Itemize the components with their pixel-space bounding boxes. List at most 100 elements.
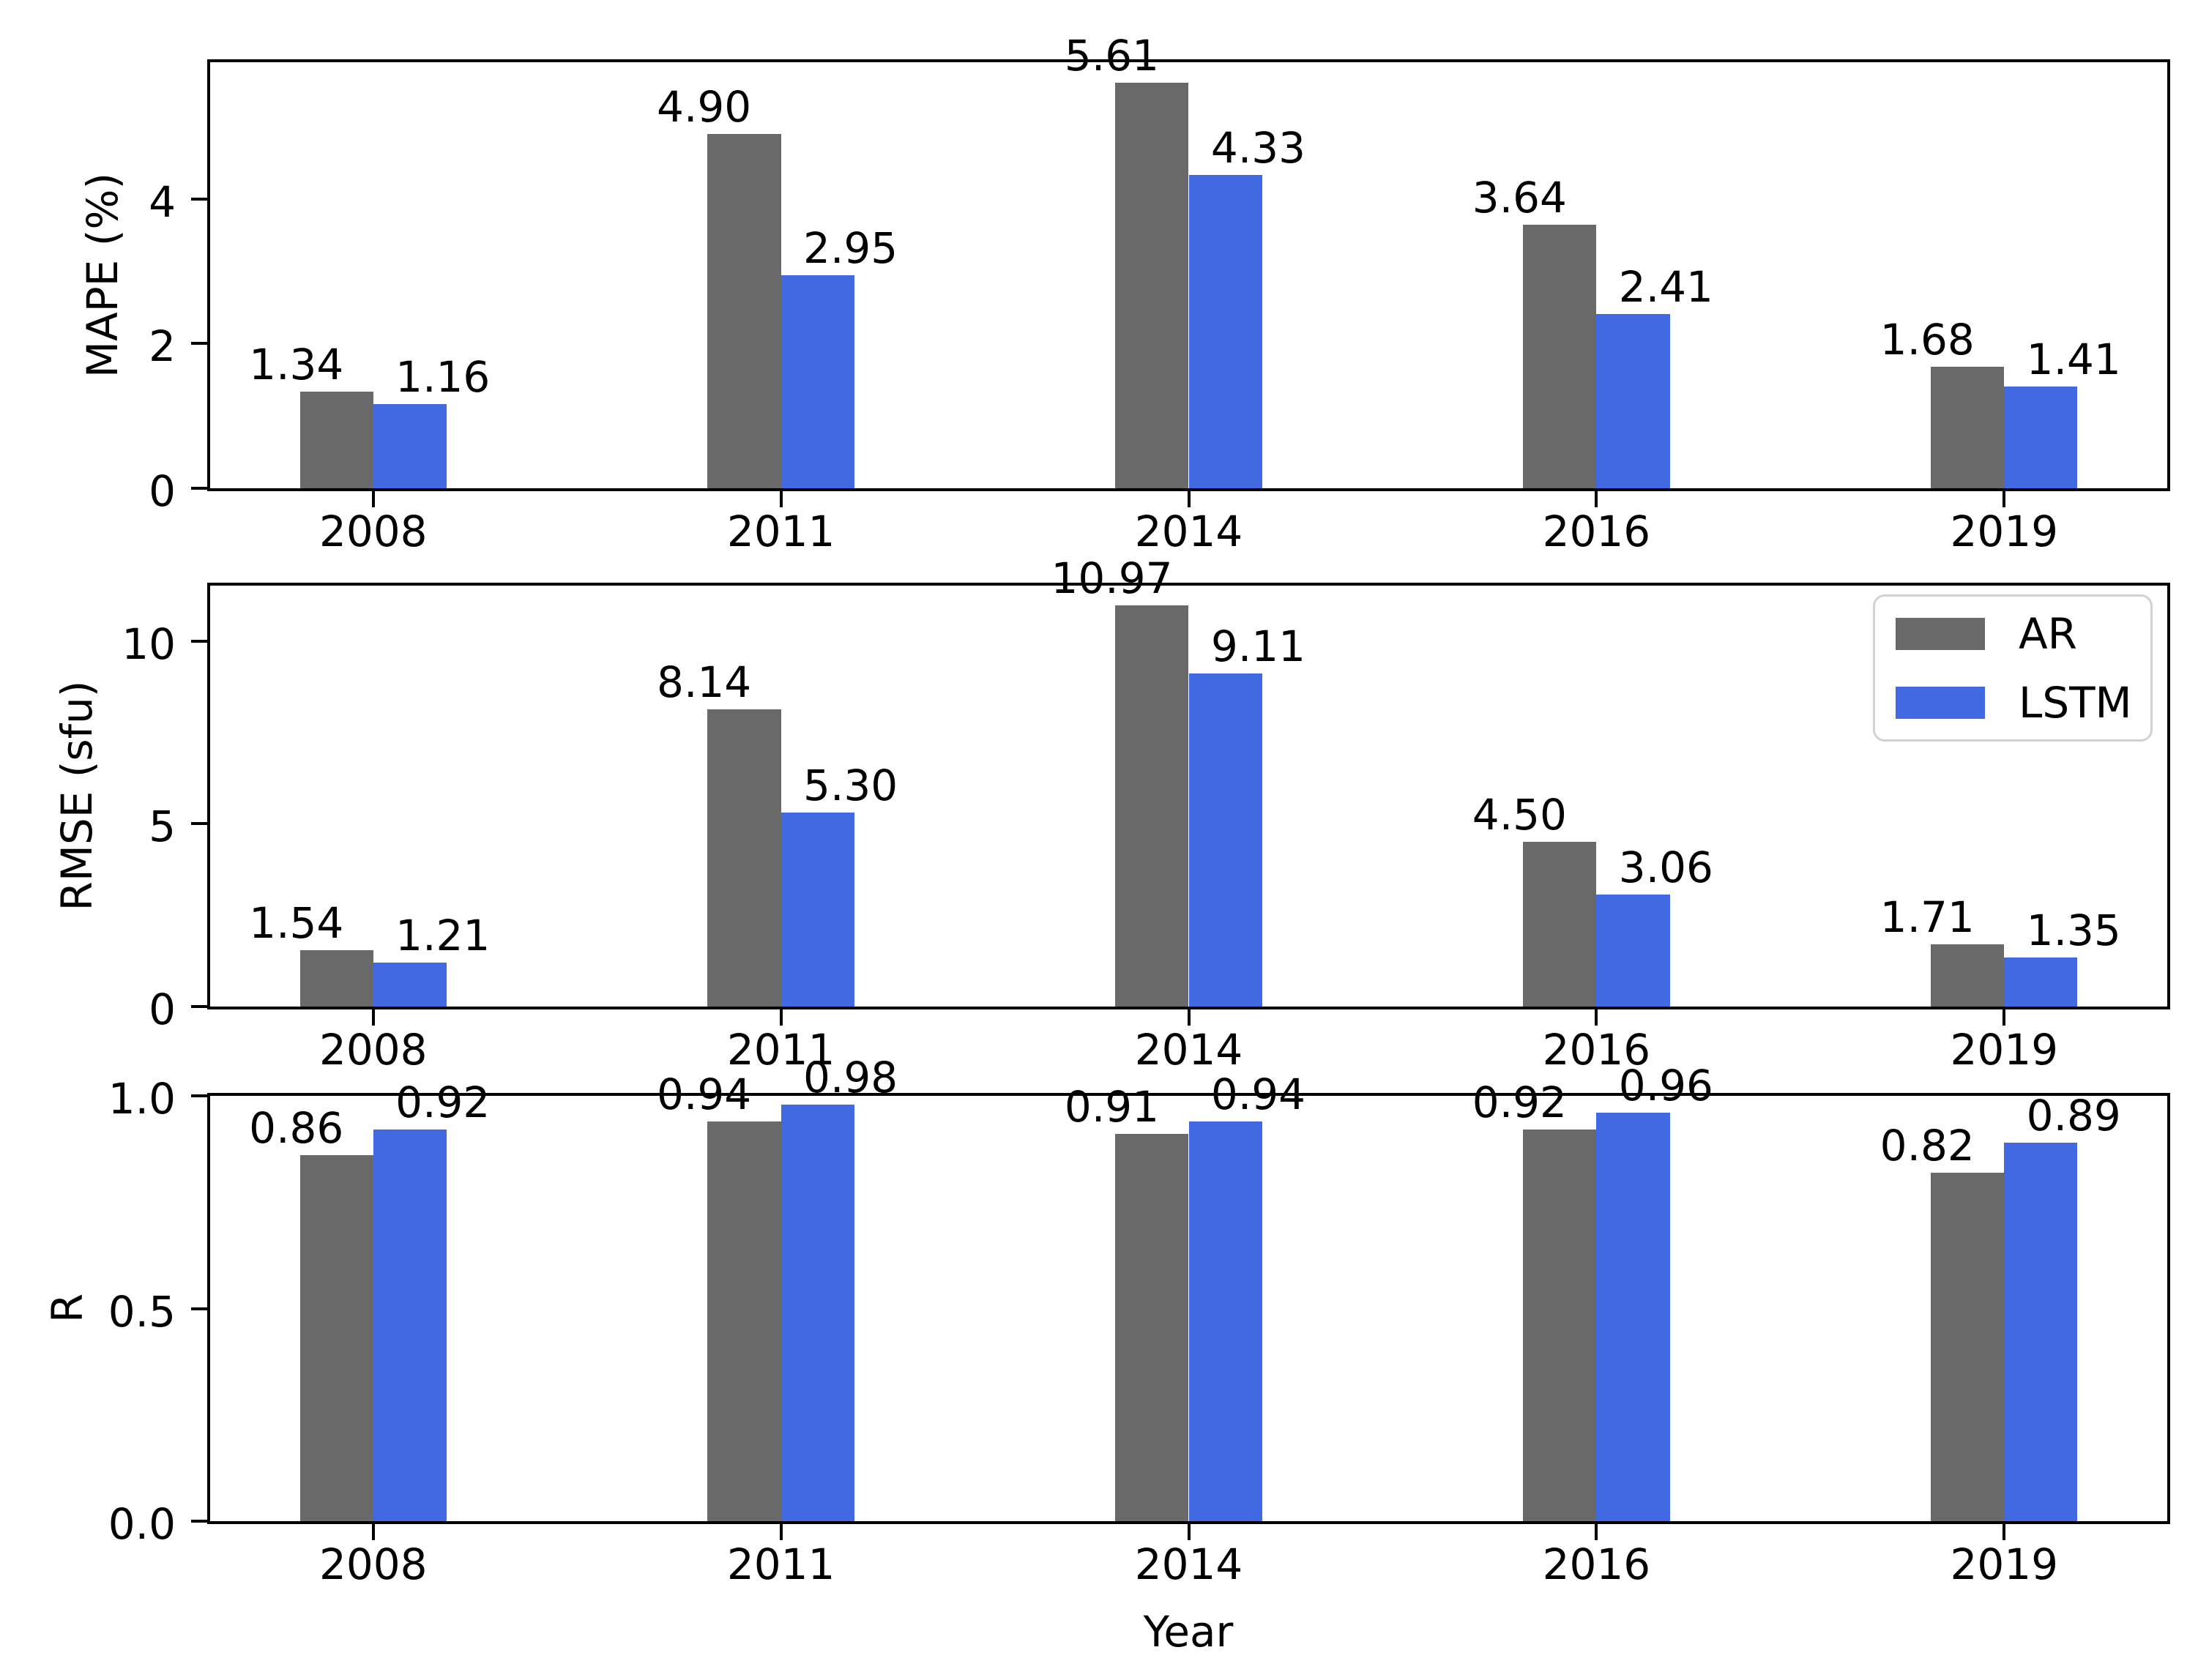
x-tick-mark bbox=[1187, 1524, 1191, 1540]
bar-lstm-2008 bbox=[373, 962, 447, 1007]
bar-ar-2019 bbox=[1931, 366, 2005, 488]
value-label-ar-2011: 4.90 bbox=[657, 81, 752, 132]
y-tick-label: 10 bbox=[122, 619, 176, 669]
value-label-lstm-2019: 0.89 bbox=[2026, 1090, 2121, 1140]
value-label-lstm-2016: 2.41 bbox=[1618, 261, 1713, 312]
value-label-ar-2014: 10.97 bbox=[1051, 553, 1173, 604]
value-label-ar-2016: 0.92 bbox=[1472, 1078, 1567, 1128]
bar-ar-2019 bbox=[1931, 1172, 2005, 1521]
x-tick-mark bbox=[371, 491, 375, 507]
x-tick-label-2011: 2011 bbox=[726, 1025, 835, 1075]
value-label-lstm-2011: 5.30 bbox=[803, 761, 898, 811]
bar-lstm-2011 bbox=[781, 275, 854, 488]
x-tick-mark bbox=[1595, 1524, 1598, 1540]
bar-ar-2014 bbox=[1115, 605, 1189, 1007]
x-tick-mark bbox=[2003, 1009, 2006, 1026]
x-tick-mark bbox=[371, 1009, 375, 1026]
x-tick-label-2008: 2008 bbox=[318, 1539, 428, 1589]
bar-lstm-2008 bbox=[373, 404, 447, 488]
bar-lstm-2019 bbox=[2004, 957, 2078, 1007]
y-tick-mark bbox=[191, 487, 207, 490]
y-tick-mark bbox=[191, 1005, 207, 1008]
x-tick-label-2014: 2014 bbox=[1134, 1025, 1243, 1075]
bar-ar-2011 bbox=[707, 1121, 781, 1521]
legend-label-ar: AR bbox=[2019, 608, 2077, 659]
value-label-ar-2016: 4.50 bbox=[1472, 790, 1567, 840]
lstm-swatch-icon bbox=[1896, 686, 1985, 719]
value-label-ar-2008: 0.86 bbox=[249, 1103, 344, 1154]
y-tick-mark bbox=[191, 1307, 207, 1310]
y-tick-label: 4 bbox=[149, 176, 176, 227]
x-tick-label-2014: 2014 bbox=[1134, 1539, 1243, 1589]
y-tick-mark bbox=[191, 639, 207, 643]
legend: AR LSTM bbox=[1873, 594, 2153, 742]
x-tick-label-2016: 2016 bbox=[1542, 1025, 1651, 1075]
y-tick-label: 0.5 bbox=[108, 1286, 176, 1337]
x-tick-label-2008: 2008 bbox=[318, 1025, 428, 1075]
value-label-lstm-2019: 1.35 bbox=[2026, 905, 2121, 955]
x-tick-mark bbox=[1187, 491, 1191, 507]
bar-ar-2016 bbox=[1523, 225, 1597, 488]
x-tick-mark bbox=[1187, 1009, 1191, 1026]
bar-lstm-2011 bbox=[781, 1104, 854, 1521]
y-tick-label: 0 bbox=[149, 466, 176, 516]
y-tick-label: 0.0 bbox=[108, 1499, 176, 1549]
x-tick-label-2008: 2008 bbox=[318, 507, 428, 556]
x-tick-mark bbox=[2003, 491, 2006, 507]
x-tick-label-2019: 2019 bbox=[1950, 1025, 2059, 1075]
x-tick-mark bbox=[2003, 1524, 2006, 1540]
bar-lstm-2014 bbox=[1188, 175, 1262, 488]
x-tick-label-2016: 2016 bbox=[1542, 1539, 1651, 1589]
x-tick-mark bbox=[779, 491, 783, 507]
value-label-ar-2011: 8.14 bbox=[657, 657, 752, 707]
value-label-ar-2019: 1.71 bbox=[1880, 892, 1975, 942]
y-tick-label: 0 bbox=[149, 985, 176, 1034]
bar-ar-2019 bbox=[1931, 944, 2005, 1007]
value-label-ar-2019: 0.82 bbox=[1880, 1120, 1975, 1171]
x-tick-label-2011: 2011 bbox=[726, 507, 835, 556]
value-label-lstm-2008: 1.16 bbox=[395, 352, 491, 403]
legend-item-ar: AR bbox=[1896, 613, 2130, 655]
bar-lstm-2011 bbox=[781, 813, 854, 1007]
y-axis-label-r: R bbox=[42, 1293, 92, 1324]
y-tick-mark bbox=[191, 1094, 207, 1097]
bar-lstm-2019 bbox=[2004, 1142, 2078, 1521]
y-tick-mark bbox=[191, 1520, 207, 1523]
value-label-ar-2008: 1.54 bbox=[249, 898, 344, 949]
value-label-ar-2019: 1.68 bbox=[1880, 314, 1975, 365]
value-label-lstm-2014: 0.94 bbox=[1210, 1069, 1306, 1119]
bar-ar-2016 bbox=[1523, 1130, 1597, 1521]
value-label-lstm-2011: 0.98 bbox=[803, 1052, 898, 1102]
bar-lstm-2016 bbox=[1596, 1113, 1670, 1521]
bar-ar-2016 bbox=[1523, 842, 1597, 1007]
y-tick-label: 1.0 bbox=[108, 1074, 176, 1124]
y-tick-label: 2 bbox=[149, 321, 176, 372]
value-label-lstm-2008: 0.92 bbox=[395, 1078, 491, 1128]
y-axis-label-mape: MAPE (%) bbox=[78, 172, 127, 378]
value-label-lstm-2014: 4.33 bbox=[1210, 123, 1306, 173]
x-tick-label-2019: 2019 bbox=[1950, 507, 2059, 556]
bar-lstm-2014 bbox=[1188, 673, 1262, 1007]
x-tick-mark bbox=[779, 1524, 783, 1540]
bar-lstm-2016 bbox=[1596, 895, 1670, 1007]
x-tick-mark bbox=[1595, 1009, 1598, 1026]
x-tick-label-2011: 2011 bbox=[726, 1539, 835, 1589]
x-tick-mark bbox=[779, 1009, 783, 1026]
y-tick-mark bbox=[191, 822, 207, 826]
x-axis-label: Year bbox=[1143, 1607, 1234, 1657]
bar-ar-2008 bbox=[299, 950, 373, 1007]
value-label-ar-2016: 3.64 bbox=[1472, 173, 1567, 223]
value-label-ar-2014: 5.61 bbox=[1064, 30, 1160, 81]
bar-ar-2008 bbox=[299, 391, 373, 488]
value-label-ar-2014: 0.91 bbox=[1064, 1082, 1160, 1132]
x-tick-mark bbox=[1595, 491, 1598, 507]
value-label-lstm-2016: 3.06 bbox=[1618, 843, 1713, 893]
bar-ar-2014 bbox=[1115, 1134, 1189, 1521]
x-tick-mark bbox=[371, 1524, 375, 1540]
y-tick-mark bbox=[191, 342, 207, 346]
ar-swatch-icon bbox=[1896, 617, 1985, 650]
value-label-lstm-2019: 1.41 bbox=[2026, 334, 2121, 384]
y-tick-mark bbox=[191, 197, 207, 201]
bar-lstm-2019 bbox=[2004, 386, 2078, 488]
